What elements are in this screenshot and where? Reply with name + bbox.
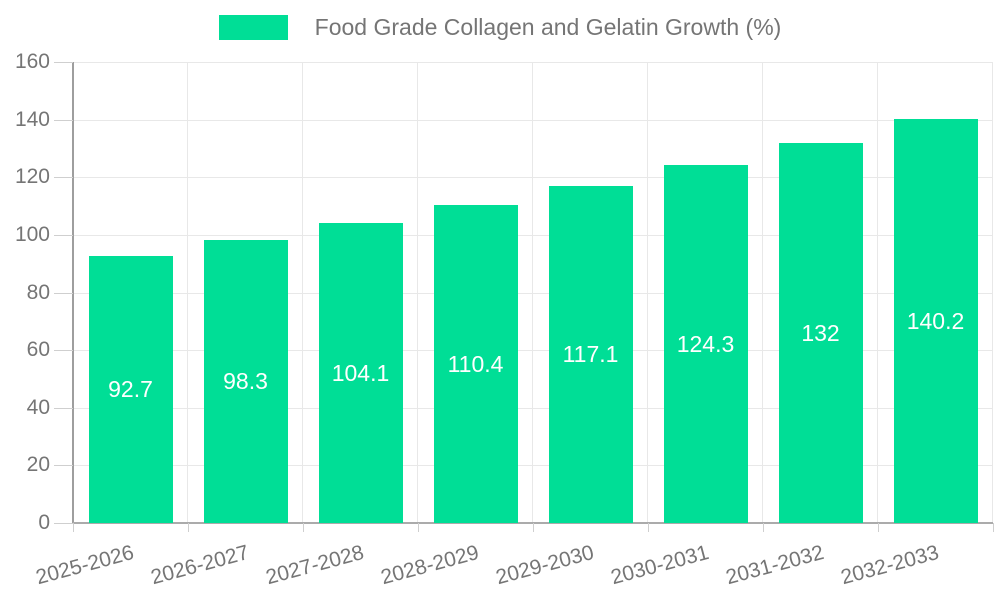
gridline-vertical xyxy=(647,62,648,523)
y-axis-tick-label: 140 xyxy=(14,107,50,131)
bar-value-label: 92.7 xyxy=(108,376,153,403)
x-axis-tick-label: 2027-2028 xyxy=(263,541,367,590)
gridline-horizontal xyxy=(73,119,993,121)
plot-area: 92.7 98.3 104.1 110.4 117.1 124.3 132 140.2 xyxy=(54,62,994,532)
x-axis-tick xyxy=(648,523,649,532)
bar[interactable] xyxy=(318,223,403,523)
y-axis-tick-label: 80 xyxy=(26,280,50,304)
bar-value-label: 104.1 xyxy=(331,360,390,387)
gridline-horizontal xyxy=(73,292,993,294)
y-axis-tick xyxy=(54,62,73,63)
y-axis-tick xyxy=(54,523,73,524)
bar-value-label: 140.2 xyxy=(906,308,965,335)
y-axis-line xyxy=(72,62,74,523)
y-axis-tick xyxy=(54,407,73,409)
bar[interactable] xyxy=(203,239,288,523)
y-axis-tick xyxy=(54,119,73,121)
x-axis-tick xyxy=(533,523,534,532)
y-axis-tick-label: 60 xyxy=(26,338,50,362)
x-axis-tick xyxy=(878,523,879,532)
bar-value-label: 110.4 xyxy=(447,350,504,377)
legend-swatch[interactable] xyxy=(218,15,288,40)
y-axis-tick-label: 160 xyxy=(14,50,50,73)
gridline-vertical xyxy=(992,62,993,523)
y-axis-tick xyxy=(54,465,73,467)
bar-value-label: 117.1 xyxy=(562,341,619,368)
bar[interactable] xyxy=(893,119,978,523)
bar[interactable] xyxy=(88,255,173,523)
x-axis-tick xyxy=(418,523,419,532)
bar[interactable] xyxy=(433,204,518,523)
y-axis-tick xyxy=(54,234,73,236)
legend: Food Grade Collagen and Gelatin Growth (… xyxy=(0,14,1000,41)
gridline-vertical xyxy=(877,62,878,523)
x-axis-tick xyxy=(763,523,764,532)
bar[interactable] xyxy=(663,164,748,523)
bar-value-label: 98.3 xyxy=(223,368,268,395)
gridline-horizontal xyxy=(73,465,993,467)
x-axis-tick xyxy=(993,523,994,532)
x-axis-tick-label: 2030-2031 xyxy=(608,541,712,590)
gridline-vertical xyxy=(187,62,188,523)
x-axis-tick xyxy=(73,523,74,532)
x-axis-tick-label: 2032-2033 xyxy=(838,541,942,590)
bar[interactable] xyxy=(778,142,863,523)
gridline-vertical xyxy=(417,62,418,523)
x-axis-tick-label: 2029-2030 xyxy=(493,541,597,590)
y-axis-tick-label: 0 xyxy=(38,511,50,534)
gridline-horizontal xyxy=(73,177,993,179)
gridline-horizontal xyxy=(73,350,993,352)
y-axis-tick xyxy=(54,177,73,179)
x-axis-tick-label: 2028-2029 xyxy=(378,541,482,590)
bar-value-label: 132 xyxy=(801,319,840,346)
legend-label[interactable]: Food Grade Collagen and Gelatin Growth (… xyxy=(314,14,782,40)
bar-value-label: 124.3 xyxy=(676,330,735,357)
x-axis-tick-label: 2026-2027 xyxy=(148,541,252,590)
y-axis-tick-label: 100 xyxy=(14,222,50,246)
x-axis-tick xyxy=(188,523,189,532)
x-axis-tick-label: 2025-2026 xyxy=(33,541,137,590)
gridline-horizontal xyxy=(73,234,993,236)
gridline-vertical xyxy=(302,62,303,523)
bar[interactable] xyxy=(548,185,633,523)
y-axis-tick-label: 40 xyxy=(26,395,50,419)
y-axis-tick xyxy=(54,350,73,352)
gridline-vertical xyxy=(532,62,533,523)
y-axis-tick-label: 120 xyxy=(14,165,50,189)
x-axis-tick xyxy=(303,523,304,532)
gridline-horizontal xyxy=(73,62,993,63)
gridline-vertical xyxy=(762,62,763,523)
y-axis-tick xyxy=(54,292,73,294)
gridline-horizontal xyxy=(73,407,993,409)
y-axis-tick-label: 20 xyxy=(26,453,50,477)
x-axis-tick-label: 2031-2032 xyxy=(723,541,827,590)
